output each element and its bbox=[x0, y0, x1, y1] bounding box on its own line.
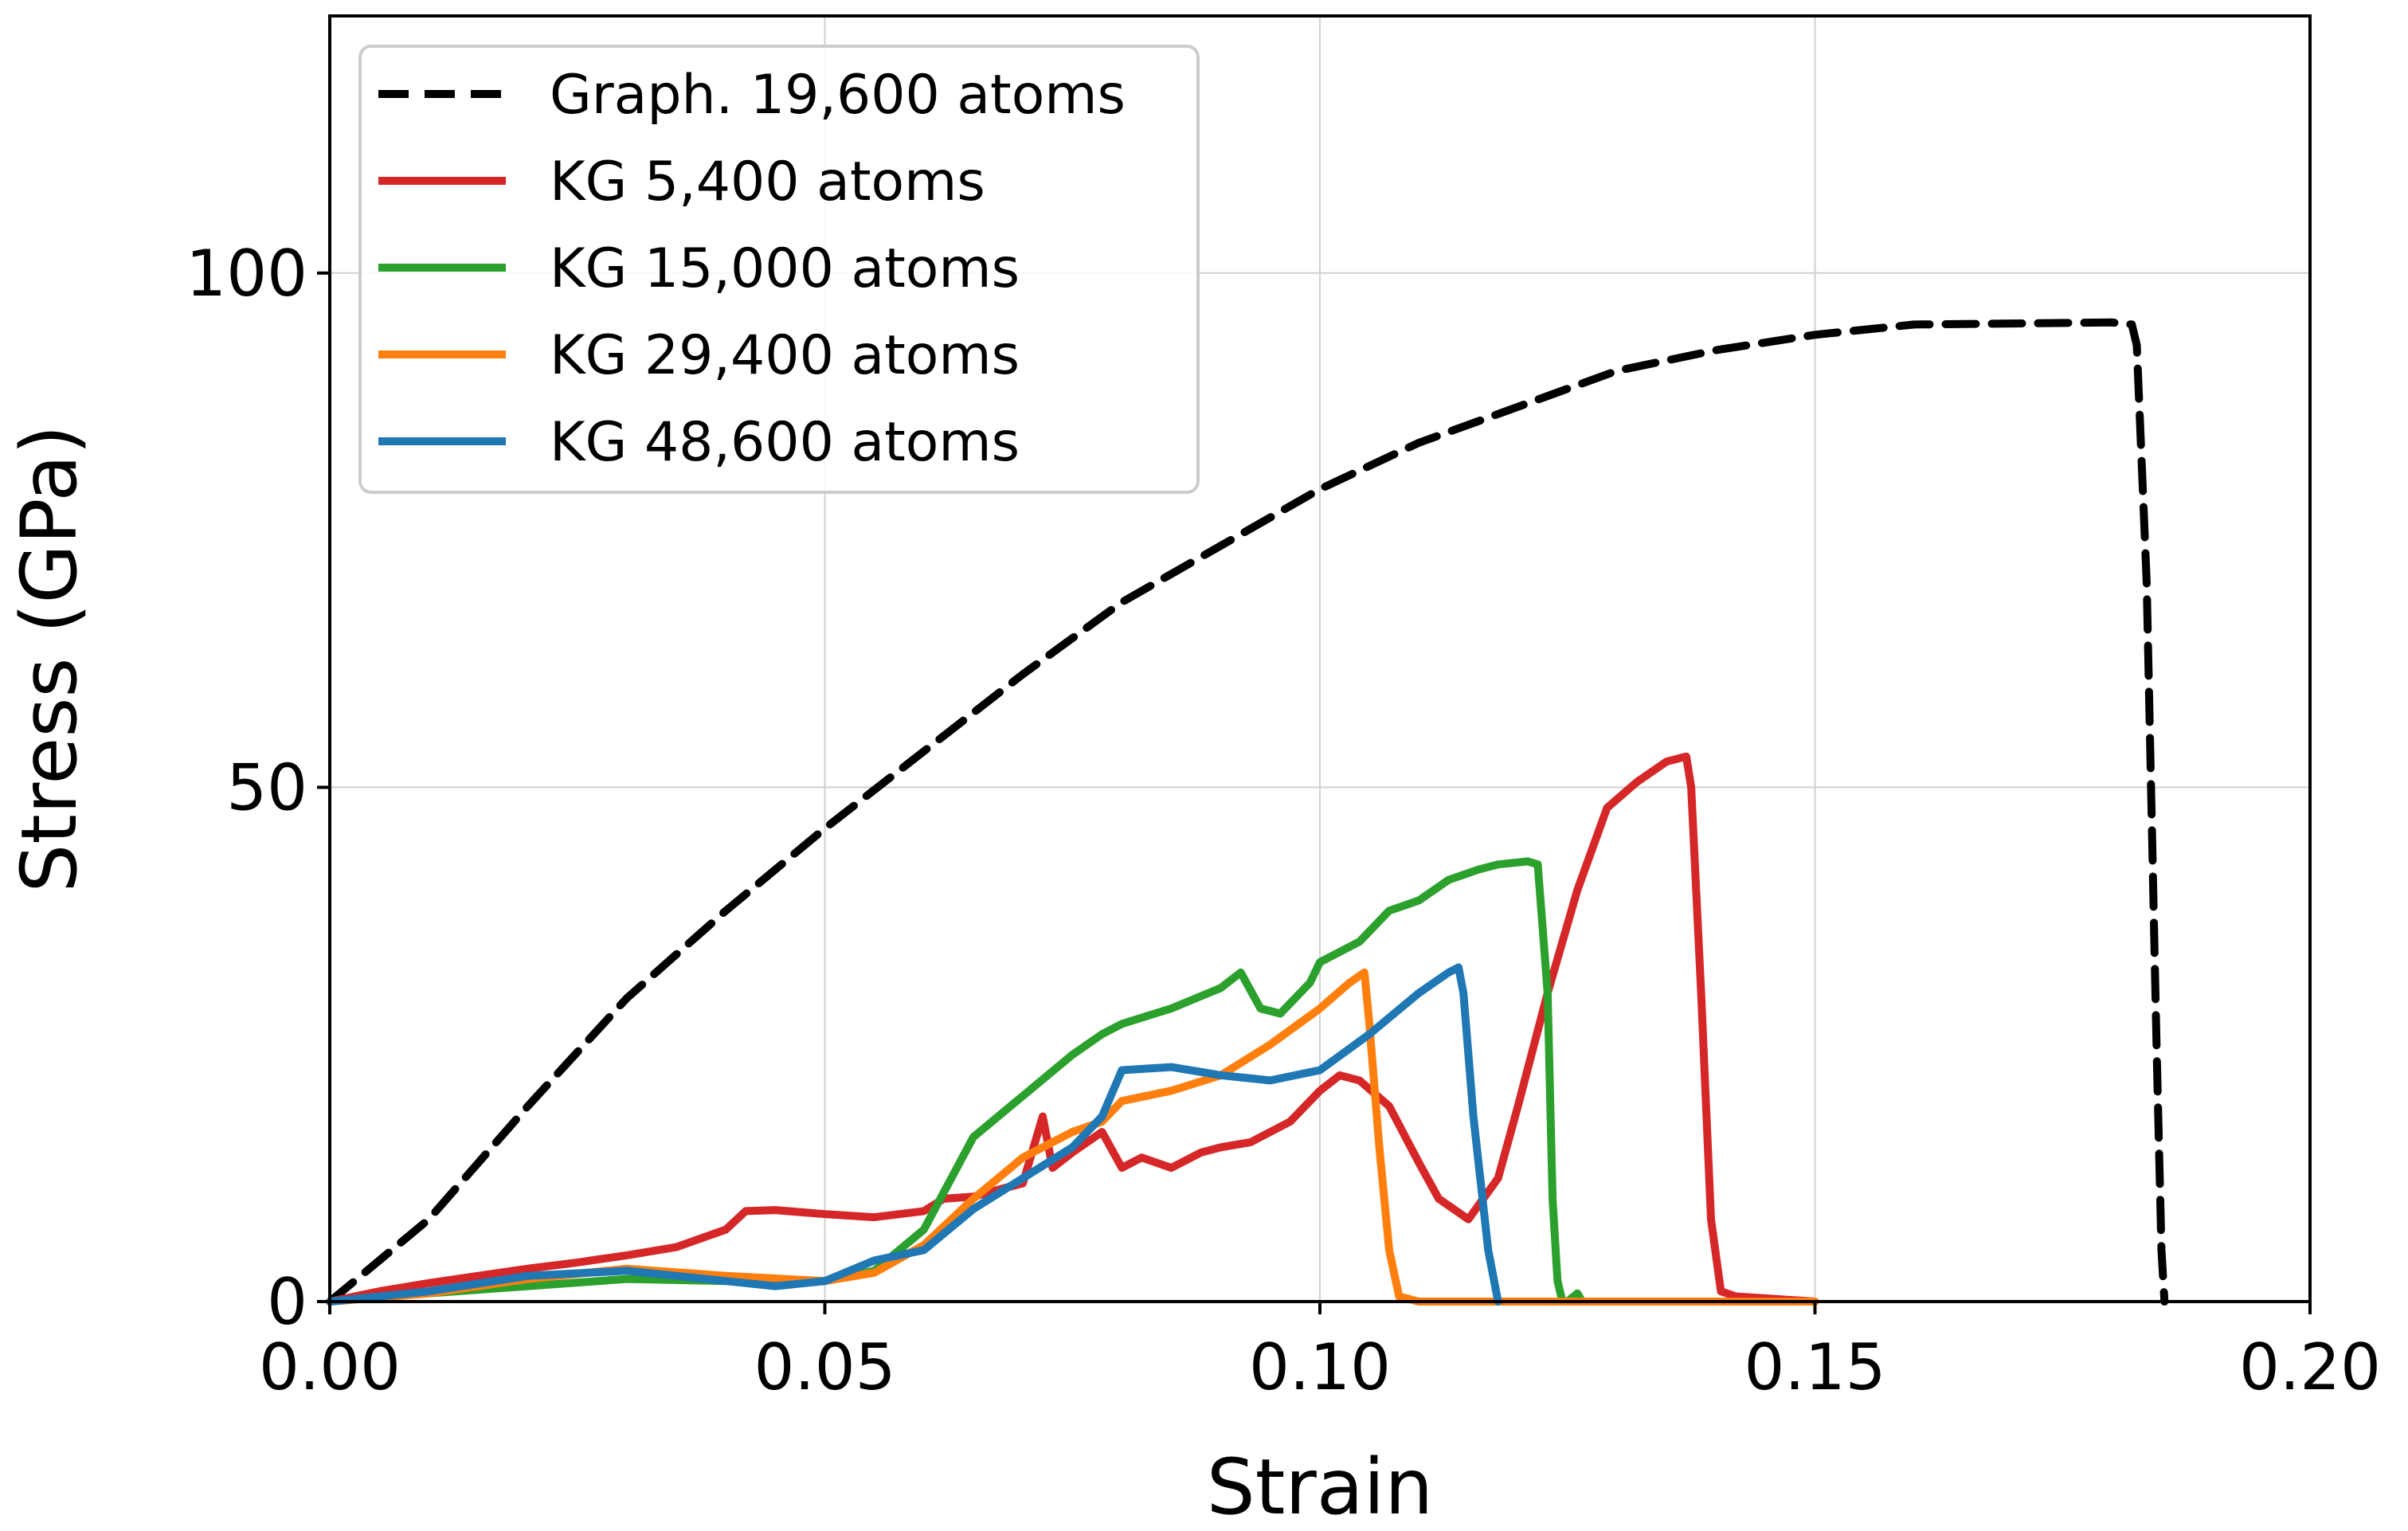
legend-label-kg-5-400-atoms: KG 5,400 atoms bbox=[550, 151, 985, 213]
legend-label-kg-29-400-atoms: KG 29,400 atoms bbox=[550, 324, 1020, 387]
x-tick-label: 0.05 bbox=[754, 1330, 895, 1404]
legend: Graph. 19,600 atoms KG 5,400 atoms KG 15,0… bbox=[358, 45, 1200, 494]
legend-box bbox=[358, 45, 1200, 494]
legend-label-kg-48-600-atoms: KG 48,600 atoms bbox=[550, 411, 1020, 474]
series-line-kg-29-400-atoms bbox=[326, 968, 1819, 1306]
x-tick-label: 0.15 bbox=[1744, 1330, 1885, 1404]
legend-label-kg-15-000-atoms: KG 15,000 atoms bbox=[550, 237, 1020, 300]
y-tick-label: 100 bbox=[186, 237, 307, 311]
series-line-kg-5-400-atoms bbox=[326, 752, 1819, 1306]
series-line-kg-15-000-atoms bbox=[326, 857, 1819, 1306]
legend-label-graph-19-600-atoms: Graph. 19,600 atoms bbox=[550, 64, 1126, 127]
x-axis-title: Strain bbox=[1207, 1443, 1433, 1531]
series-line-graph-19-600-atoms bbox=[326, 318, 2169, 1306]
series-line-kg-48-600-atoms bbox=[326, 963, 1502, 1306]
y-tick-label: 0 bbox=[267, 1265, 307, 1339]
x-tick-label: 0.00 bbox=[259, 1330, 401, 1404]
series-lines bbox=[326, 318, 2169, 1306]
x-tick-label: 0.20 bbox=[2239, 1330, 2381, 1404]
axis-ticks: 0.00 0.05 0.10 0.15 0.20 0 50 100 bbox=[186, 237, 2381, 1404]
x-tick-label: 0.10 bbox=[1249, 1330, 1391, 1404]
y-tick-label: 50 bbox=[226, 750, 307, 824]
y-axis-title: Stress (GPa) bbox=[5, 425, 94, 892]
